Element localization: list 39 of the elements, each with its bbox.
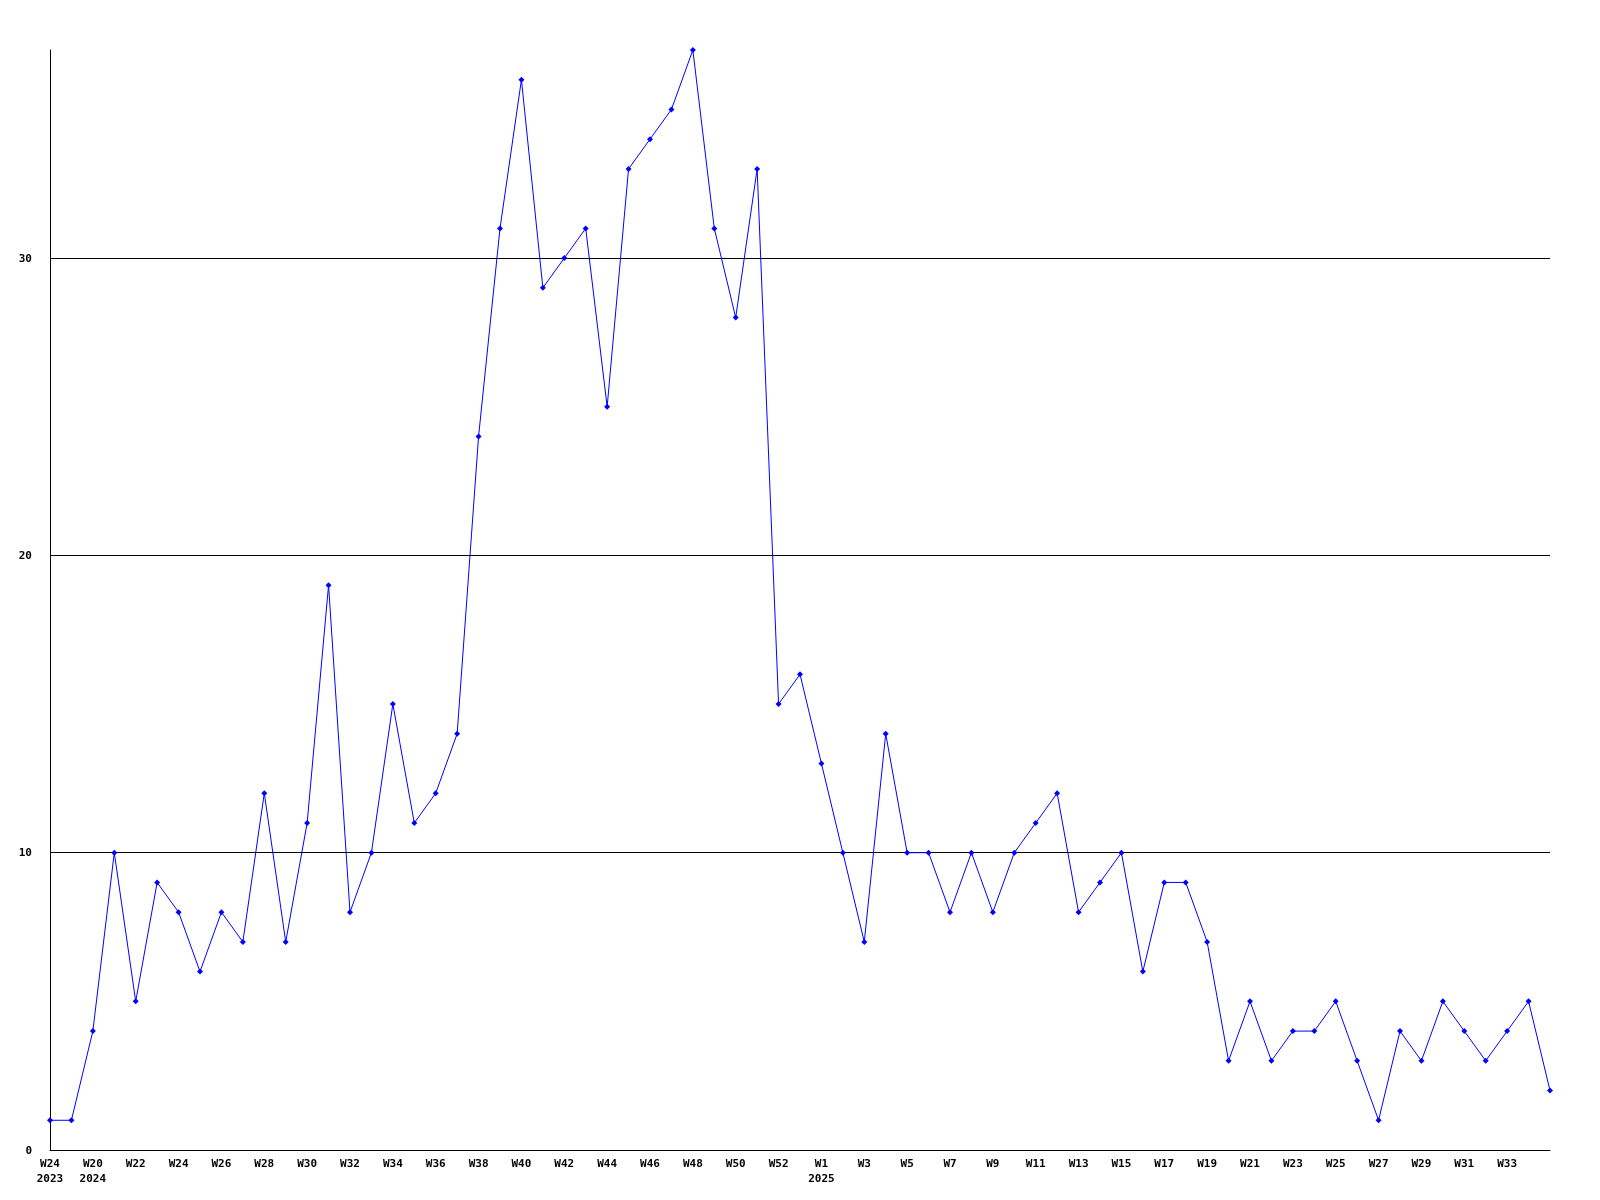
x-tick-label: W52 — [768, 1157, 789, 1170]
x-tick-label: W23 — [1282, 1157, 1303, 1170]
x-tick-label: W38 — [468, 1157, 489, 1170]
x-tick-label: W7 — [943, 1157, 957, 1170]
x-tick-label: W5 — [900, 1157, 914, 1170]
x-tick-label: W27 — [1368, 1157, 1389, 1170]
x-tick-label: W22 — [125, 1157, 146, 1170]
x-tick-label: W32 — [340, 1157, 360, 1170]
x-tick-label: W3 — [857, 1157, 871, 1170]
x-tick-label: W13 — [1068, 1157, 1089, 1170]
x-tick-label: W34 — [382, 1157, 404, 1170]
x-tick-label: W36 — [425, 1157, 447, 1170]
x-tick-label: W44 — [597, 1157, 618, 1170]
x-tick-label: W17 — [1154, 1157, 1175, 1170]
x-tick-label: W26 — [211, 1157, 232, 1170]
y-tick-label: 20 — [18, 548, 32, 562]
x-tick-label: W19 — [1197, 1157, 1218, 1170]
x-tick-label: W48 — [682, 1157, 703, 1170]
x-tick-label: W50 — [725, 1157, 746, 1170]
x-tick-label: W24 — [168, 1157, 189, 1170]
x-tick-label: W31 — [1454, 1157, 1475, 1170]
x-tick-label: W30 — [297, 1157, 318, 1170]
x-tick-label: W20 2024 — [79, 1157, 107, 1185]
y-tick-label: 0 — [25, 1143, 32, 1157]
x-tick-label: W25 — [1325, 1157, 1346, 1170]
y-tick-label: 10 — [18, 846, 32, 860]
x-tick-label: W33 — [1497, 1157, 1518, 1170]
x-tick-label: W28 — [254, 1157, 275, 1170]
y-tick-label: 30 — [18, 251, 32, 265]
x-tick-label: W11 — [1025, 1157, 1047, 1170]
x-tick-label: W9 — [986, 1157, 1000, 1170]
x-tick-label: W46 — [640, 1157, 661, 1170]
x-tick-label: W24 2023 — [36, 1157, 64, 1185]
x-tick-label: W40 — [511, 1157, 532, 1170]
x-tick-label: W42 — [554, 1157, 575, 1170]
x-tick-label: W29 — [1411, 1157, 1432, 1170]
x-tick-label: W1 2025 — [808, 1157, 835, 1185]
x-tick-label: W21 — [1240, 1157, 1261, 1170]
x-tick-label: W15 — [1111, 1157, 1132, 1170]
